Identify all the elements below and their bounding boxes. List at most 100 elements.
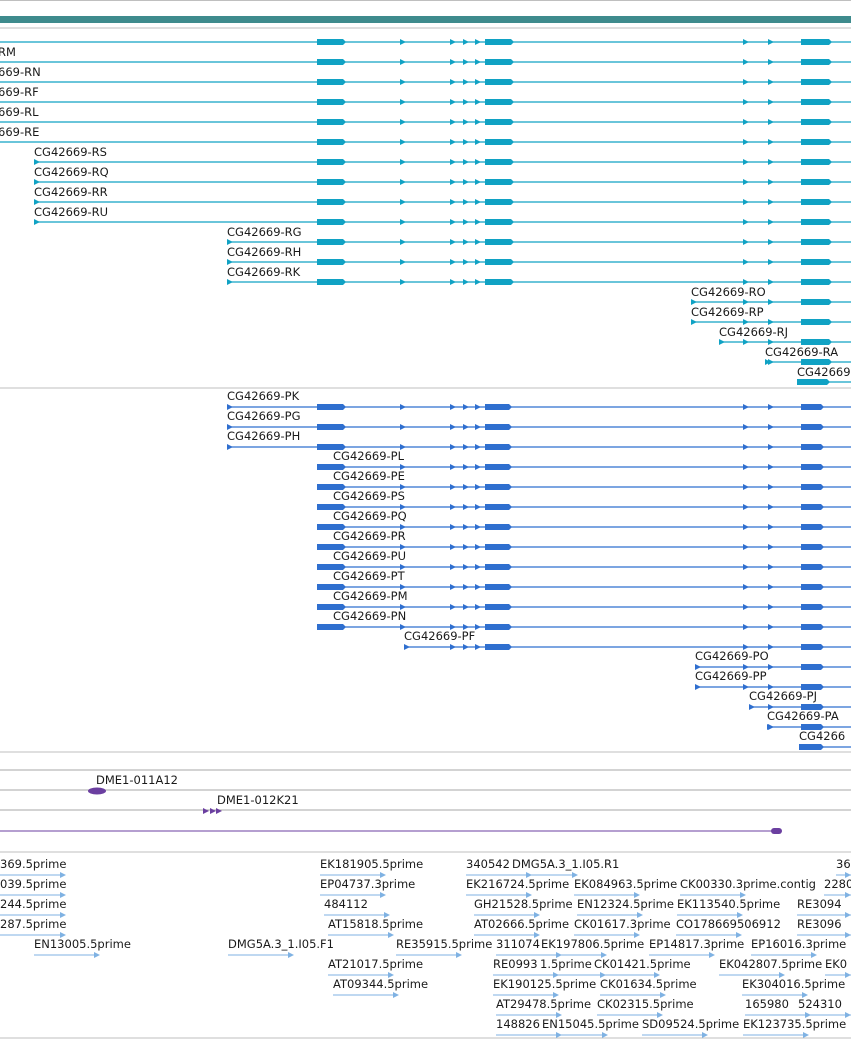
exon-marker xyxy=(768,259,774,265)
protein-transcript-label: CG42669-PE xyxy=(333,469,405,483)
exon-marker xyxy=(450,179,456,185)
exon-marker xyxy=(475,119,481,125)
exon-block xyxy=(801,604,824,610)
exon-marker xyxy=(463,119,469,125)
protein-transcript-label: CG42669-PA xyxy=(767,709,839,723)
exon-block xyxy=(801,424,824,430)
exon-marker xyxy=(288,952,294,958)
exon-marker xyxy=(743,684,749,690)
exon-marker xyxy=(768,219,774,225)
exon-marker xyxy=(450,219,456,225)
exon-marker xyxy=(463,444,469,450)
exon-marker xyxy=(740,892,746,898)
est-label: 524310 xyxy=(798,997,842,1011)
exon-block xyxy=(801,119,832,125)
exon-block xyxy=(485,624,512,630)
exon-marker xyxy=(400,524,406,530)
rna-transcript-label: CG42669-RO xyxy=(691,285,766,299)
exon-marker xyxy=(637,912,643,918)
exon-marker xyxy=(400,279,406,285)
exon-marker xyxy=(463,139,469,145)
exon-marker xyxy=(400,464,406,470)
exon-marker xyxy=(749,704,755,710)
exon-marker xyxy=(534,932,540,938)
exon-marker xyxy=(709,952,715,958)
exon-block xyxy=(801,724,824,730)
exon-marker xyxy=(743,119,749,125)
exon-marker xyxy=(743,644,749,650)
exon-marker xyxy=(400,99,406,105)
exon-marker xyxy=(227,404,233,410)
exon-marker xyxy=(475,59,481,65)
exon-block xyxy=(801,684,824,690)
exon-marker xyxy=(463,179,469,185)
exon-block xyxy=(317,624,346,630)
exon-block xyxy=(317,159,346,165)
est-label: EN15045.5prime xyxy=(542,1017,639,1031)
exon-marker xyxy=(60,932,66,938)
exon-block xyxy=(801,159,832,165)
exon-block xyxy=(317,544,346,550)
exon-marker xyxy=(768,704,774,710)
rna-transcript-label: CG42669-RU xyxy=(34,205,108,219)
est-label: 340542 xyxy=(466,857,510,871)
exon-marker xyxy=(227,444,233,450)
exon-marker xyxy=(768,604,774,610)
exon-marker xyxy=(743,464,749,470)
exon-block xyxy=(317,564,346,570)
exon-marker xyxy=(210,808,216,814)
exon-marker xyxy=(450,39,456,45)
exon-marker xyxy=(743,159,749,165)
exon-block xyxy=(485,424,512,430)
exon-block xyxy=(317,404,346,410)
exon-marker xyxy=(743,259,749,265)
rna-transcript-label: CG42669-RH xyxy=(227,245,301,259)
exon-marker xyxy=(400,584,406,590)
exon-marker xyxy=(450,524,456,530)
exon-marker xyxy=(702,1032,708,1038)
exon-marker xyxy=(845,972,851,978)
exon-marker xyxy=(743,39,749,45)
protein-transcript-label: CG42669-PG xyxy=(227,409,301,423)
est-label: RE35915.5prime xyxy=(396,937,492,951)
exon-marker xyxy=(737,912,743,918)
exon-marker xyxy=(719,339,725,345)
exon-block xyxy=(801,79,832,85)
exon-marker xyxy=(743,59,749,65)
exon-block xyxy=(485,564,512,570)
clone-label: DME1-012K21 xyxy=(217,793,299,807)
exon-block xyxy=(801,524,824,530)
exon-block xyxy=(801,39,832,45)
est-label: AT21017.5prime xyxy=(328,957,423,971)
exon-marker xyxy=(463,424,469,430)
exon-marker xyxy=(657,1012,663,1018)
exon-marker xyxy=(768,339,774,345)
exon-marker xyxy=(475,139,481,145)
exon-marker xyxy=(227,259,233,265)
exon-marker xyxy=(601,952,607,958)
exon-block xyxy=(317,504,346,510)
est-label: RE3094 xyxy=(797,897,842,911)
exon-marker xyxy=(60,892,66,898)
exon-block xyxy=(485,259,514,265)
exon-marker xyxy=(400,199,406,205)
exon-marker xyxy=(450,239,456,245)
exon-marker xyxy=(404,644,410,650)
exon-marker xyxy=(400,444,406,450)
exon-marker xyxy=(475,179,481,185)
exon-marker xyxy=(450,99,456,105)
exon-block xyxy=(317,199,346,205)
exon-marker xyxy=(768,644,774,650)
exon-marker xyxy=(553,992,559,998)
exon-marker xyxy=(768,99,774,105)
exon-marker xyxy=(227,424,233,430)
exon-block xyxy=(801,139,832,145)
exon-marker xyxy=(227,279,233,285)
exon-block xyxy=(485,219,514,225)
exon-block xyxy=(485,199,514,205)
exon-block xyxy=(799,744,824,750)
exon-block xyxy=(317,524,346,530)
est-label: 165980 xyxy=(745,997,789,1011)
exon-block xyxy=(485,484,512,490)
exon-marker xyxy=(768,139,774,145)
